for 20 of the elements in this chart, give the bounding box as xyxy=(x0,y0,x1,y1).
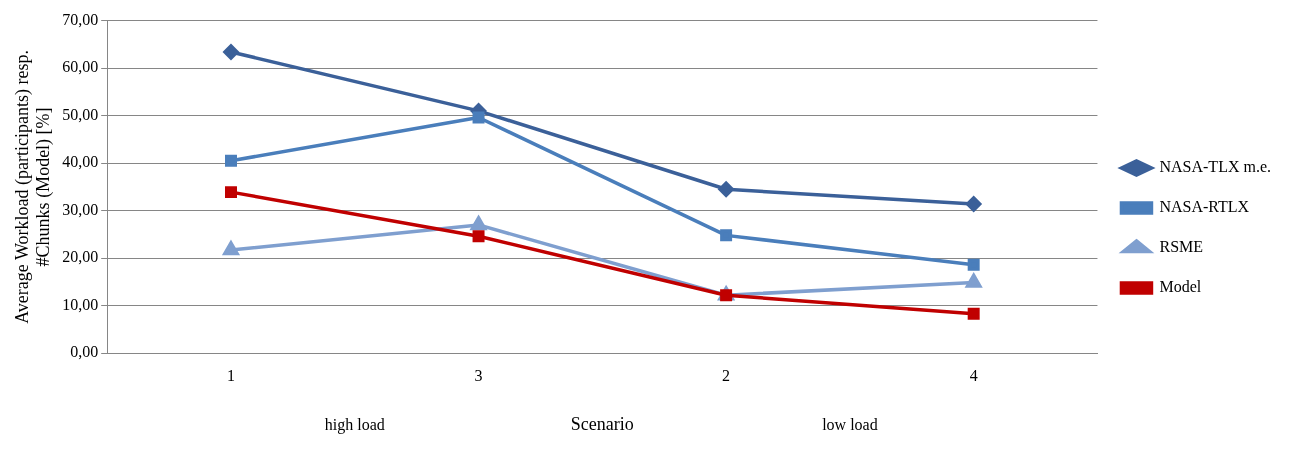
y-tick-label: 20,00 xyxy=(62,248,99,266)
x-tick-label: 2 xyxy=(722,367,731,384)
y-tick-label: 0,00 xyxy=(70,343,99,361)
y-tick-label: 50,00 xyxy=(62,105,99,123)
legend-label: RSME xyxy=(1159,238,1204,256)
x-tick-label: 1 xyxy=(226,367,235,384)
y-tick-label: 60,00 xyxy=(62,58,99,76)
legend-label: NASA-RTLX xyxy=(1159,198,1250,216)
y-tick-label: 30,00 xyxy=(62,200,99,218)
text: high load xyxy=(324,416,385,435)
y-axis-title: Average Workload (participants) resp. #Chunks (Model) [%] xyxy=(11,50,55,324)
y-tick-label: 10,00 xyxy=(62,295,99,313)
text: low load xyxy=(822,416,878,434)
y-tick-label: 70,00 xyxy=(62,10,99,28)
x-tick-label: 3 xyxy=(474,367,483,384)
legend-label: Model xyxy=(1159,278,1202,296)
legend-label: NASA-TLX m.e. xyxy=(1159,158,1272,176)
x-axis-title: Scenario xyxy=(570,413,634,434)
y-tick-label: 40,00 xyxy=(62,153,99,171)
x-tick-label: 4 xyxy=(969,367,978,384)
